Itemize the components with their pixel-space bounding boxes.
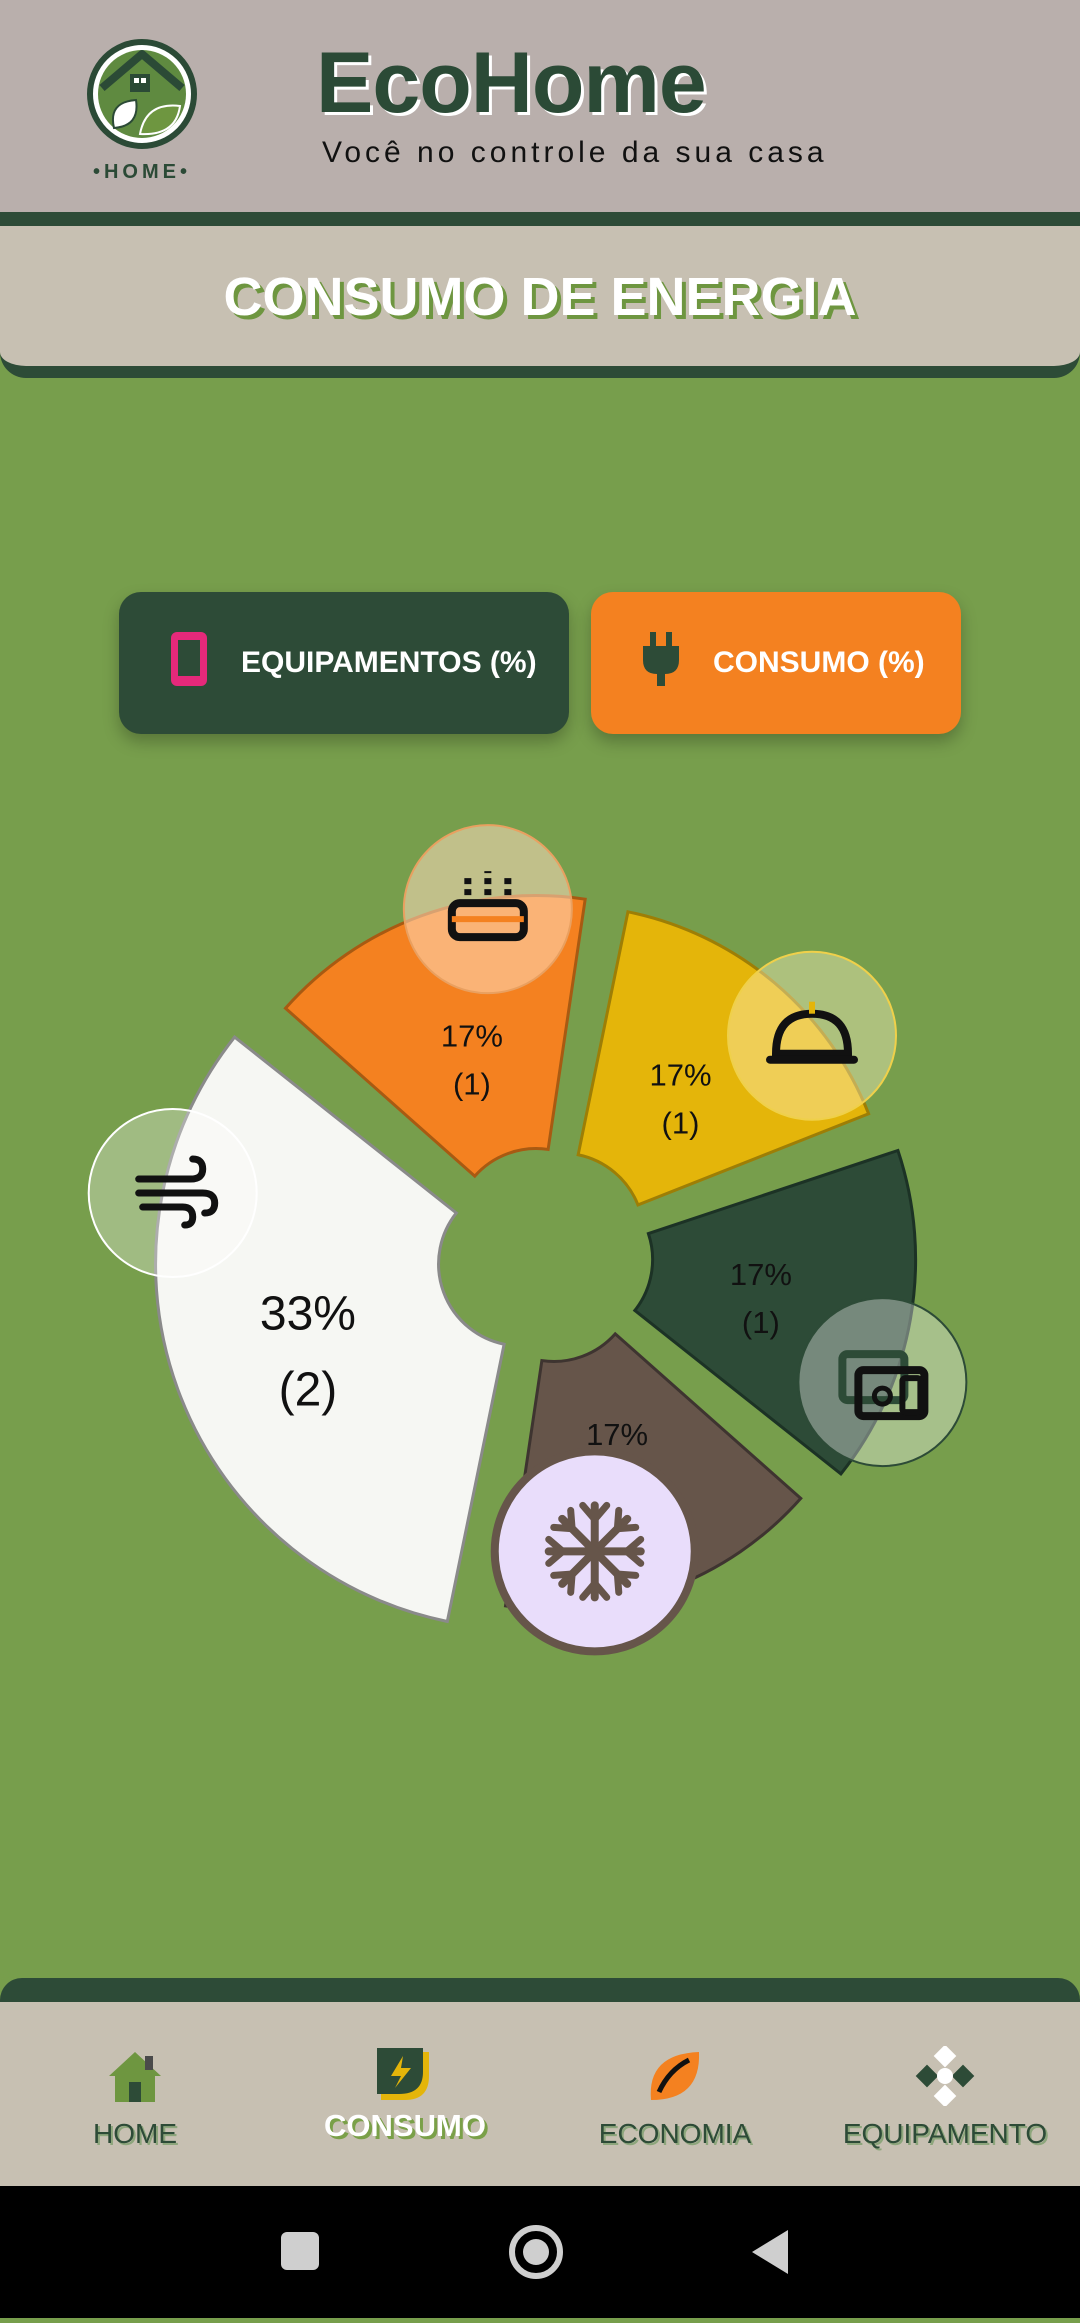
page-title: CONSUMO DE ENERGIA xyxy=(223,267,857,327)
home-system-icon[interactable] xyxy=(509,2225,563,2279)
devices-icon[interactable] xyxy=(797,1297,968,1468)
slice-count-label: (1) xyxy=(453,1066,491,1101)
nav-label-economia: ECONOMIA xyxy=(598,2118,752,2149)
nav-item-home[interactable]: HOME xyxy=(0,2002,270,2186)
nav-divider xyxy=(0,1978,1080,2004)
home-icon xyxy=(105,2046,165,2106)
slice-percent-label: 17% xyxy=(586,1417,648,1452)
consumo-toggle-button[interactable]: CONSUMO (%) xyxy=(591,592,961,734)
section-banner: CONSUMO DE ENERGIA xyxy=(0,226,1080,378)
equipment-icon xyxy=(915,2044,975,2108)
nav-item-equipamento[interactable]: EQUIPAMENTO xyxy=(810,2002,1080,2186)
slice-percent-label: 17% xyxy=(730,1257,792,1292)
bottom-navigation: HOME CONSUMO ECONOMIA xyxy=(0,2002,1080,2186)
slice-count-label: (2) xyxy=(279,1363,338,1416)
slice-percent-label: 17% xyxy=(649,1058,711,1093)
app-header: •HOME• EcoHome Você no controle da sua c… xyxy=(0,0,1080,212)
slice-percent-label: 33% xyxy=(260,1287,356,1340)
back-icon[interactable] xyxy=(752,2230,788,2274)
nav-item-consumo[interactable]: CONSUMO xyxy=(270,2002,540,2186)
equipamentos-label: EQUIPAMENTOS (%) xyxy=(241,646,537,679)
nav-item-economia[interactable]: ECONOMIA xyxy=(540,2002,810,2186)
ecohome-logo: •HOME• xyxy=(80,36,210,186)
system-navigation-bar xyxy=(0,2186,1080,2318)
consumo-label: CONSUMO (%) xyxy=(713,646,925,679)
nav-label-equipamento: EQUIPAMENTO xyxy=(842,2118,1048,2149)
service-bell-icon[interactable] xyxy=(727,950,898,1121)
header-divider xyxy=(0,212,1080,228)
slice-percent-label: 17% xyxy=(441,1018,503,1053)
nav-label-consumo: CONSUMO xyxy=(324,2108,486,2143)
recent-apps-icon[interactable] xyxy=(281,2232,319,2270)
app-subtitle: Você no controle da sua casa xyxy=(322,136,828,169)
fan-icon[interactable] xyxy=(87,1108,258,1279)
logo-text: •HOME• xyxy=(93,161,191,183)
leaf-icon xyxy=(645,2046,705,2106)
consumption-pie-chart: 33%(2)17%(1)17%(1)17%(1)17%(1) xyxy=(87,824,968,1656)
snowflake-icon[interactable] xyxy=(490,1447,699,1656)
slice-count-label: (1) xyxy=(742,1305,780,1340)
slice-count-label: (1) xyxy=(662,1106,700,1141)
equipamentos-toggle-button[interactable]: EQUIPAMENTOS (%) xyxy=(119,592,569,734)
nav-label-home: HOME xyxy=(93,2118,177,2149)
toaster-icon[interactable] xyxy=(402,824,573,995)
app-title: EcoHome xyxy=(316,35,707,131)
phone-icon xyxy=(169,630,209,696)
energy-icon xyxy=(375,2046,435,2106)
plug-icon xyxy=(641,630,681,696)
